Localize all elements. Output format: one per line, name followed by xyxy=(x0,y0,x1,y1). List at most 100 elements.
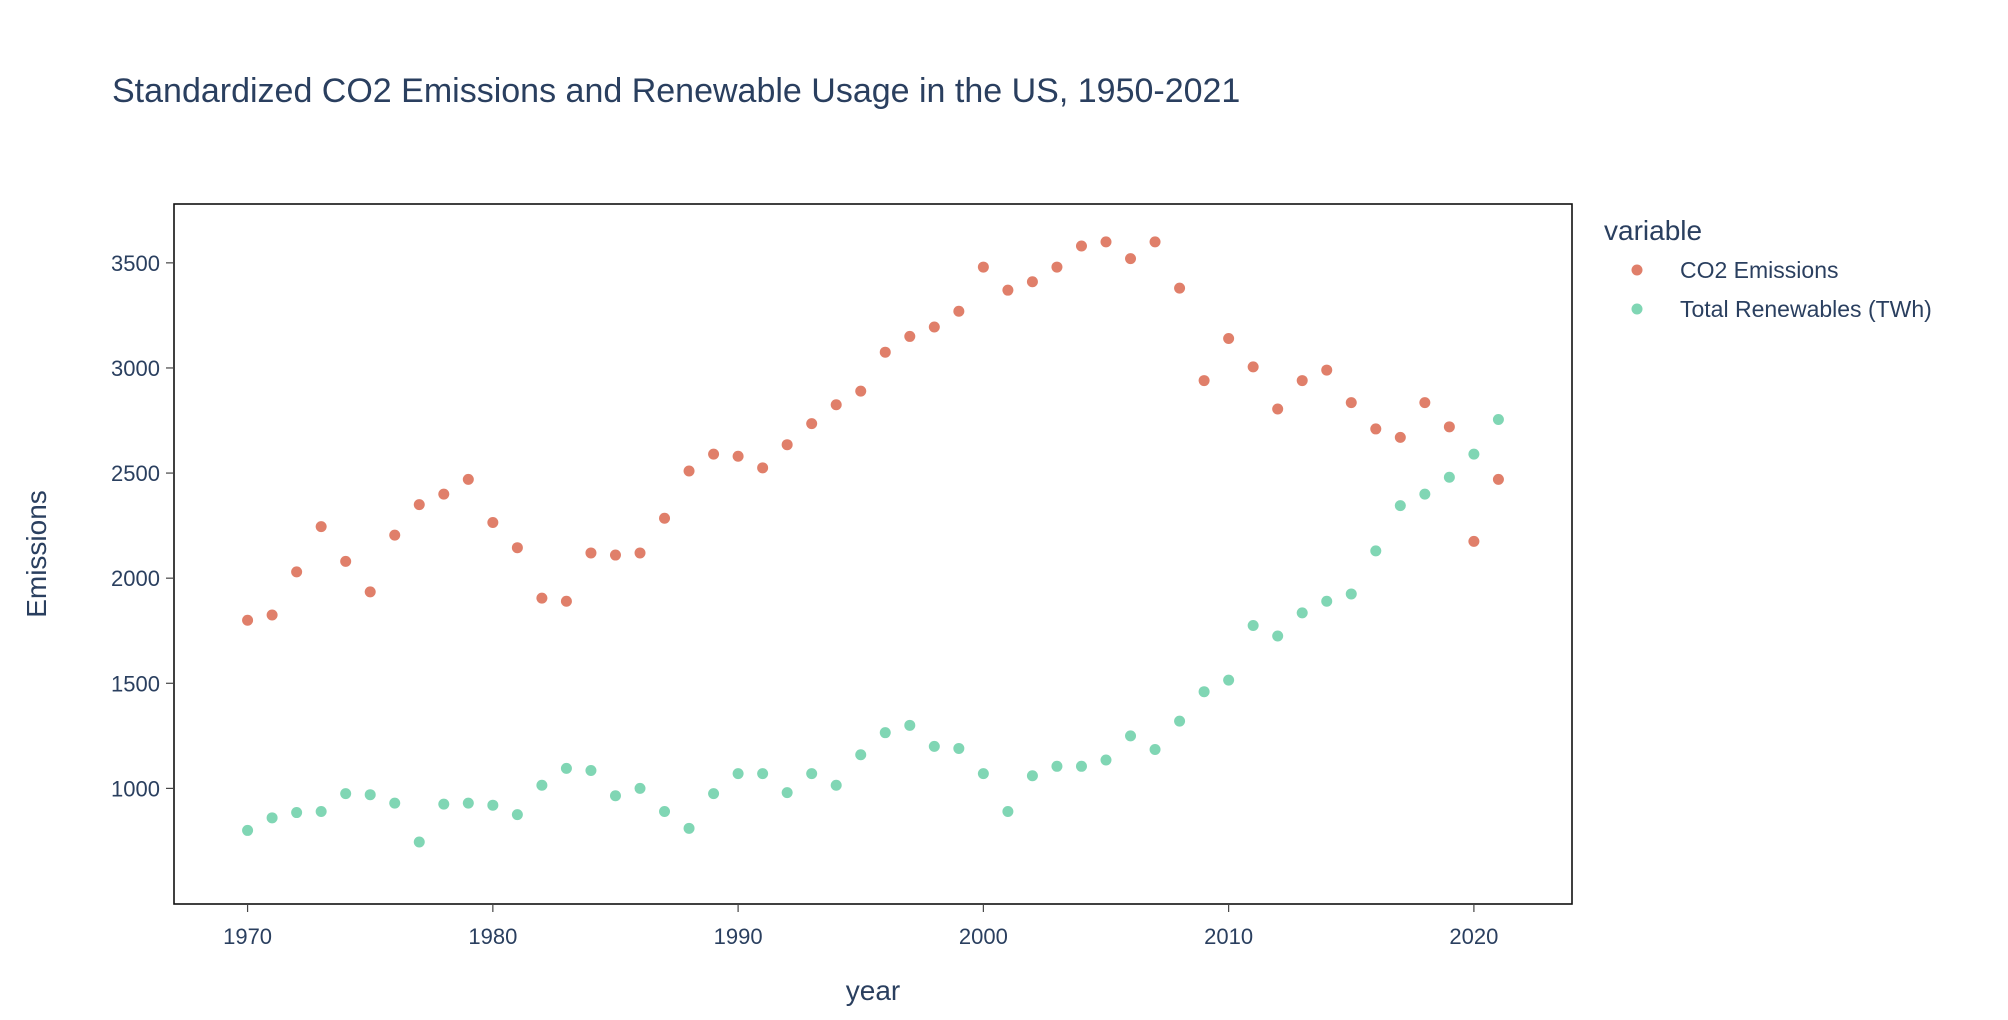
data-point[interactable] xyxy=(291,566,303,578)
data-point[interactable] xyxy=(732,450,744,462)
data-point[interactable] xyxy=(1419,488,1431,500)
data-point[interactable] xyxy=(1419,397,1431,409)
data-point[interactable] xyxy=(904,330,916,342)
data-point[interactable] xyxy=(953,305,965,317)
data-point[interactable] xyxy=(1100,754,1112,766)
data-point[interactable] xyxy=(1174,715,1186,727)
data-point[interactable] xyxy=(511,542,523,554)
data-point[interactable] xyxy=(242,824,254,836)
data-point[interactable] xyxy=(585,547,597,559)
data-point[interactable] xyxy=(806,768,818,780)
data-point[interactable] xyxy=(855,385,867,397)
data-point[interactable] xyxy=(340,555,352,567)
data-point[interactable] xyxy=(1125,730,1137,742)
data-point[interactable] xyxy=(315,521,327,533)
data-point[interactable] xyxy=(977,768,989,780)
data-point[interactable] xyxy=(1321,595,1333,607)
data-point[interactable] xyxy=(1075,240,1087,252)
data-point[interactable] xyxy=(659,512,671,524)
data-point[interactable] xyxy=(413,499,425,511)
legend-item[interactable]: CO2 Emissions xyxy=(1631,257,1839,283)
data-point[interactable] xyxy=(1198,375,1210,387)
data-point[interactable] xyxy=(536,592,548,604)
data-point[interactable] xyxy=(1321,364,1333,376)
data-point[interactable] xyxy=(1370,423,1382,435)
data-point[interactable] xyxy=(928,740,940,752)
data-point[interactable] xyxy=(1198,686,1210,698)
data-point[interactable] xyxy=(1394,500,1406,512)
data-point[interactable] xyxy=(781,787,793,799)
data-point[interactable] xyxy=(1002,284,1014,296)
data-point[interactable] xyxy=(634,547,646,559)
data-point[interactable] xyxy=(659,806,671,818)
data-point[interactable] xyxy=(683,822,695,834)
data-point[interactable] xyxy=(1468,535,1480,547)
data-point[interactable] xyxy=(683,465,695,477)
data-point[interactable] xyxy=(1345,588,1357,600)
data-point[interactable] xyxy=(1247,619,1259,631)
legend-item[interactable]: Total Renewables (TWh) xyxy=(1631,296,1932,322)
data-point[interactable] xyxy=(904,719,916,731)
data-point[interactable] xyxy=(462,797,474,809)
data-point[interactable] xyxy=(1026,770,1038,782)
data-point[interactable] xyxy=(1051,760,1063,772)
data-point[interactable] xyxy=(1492,413,1504,425)
data-point[interactable] xyxy=(438,798,450,810)
data-point[interactable] xyxy=(1296,607,1308,619)
data-point[interactable] xyxy=(560,762,572,774)
data-point[interactable] xyxy=(291,807,303,819)
data-point[interactable] xyxy=(585,765,597,777)
data-point[interactable] xyxy=(536,779,548,791)
data-point[interactable] xyxy=(438,488,450,500)
data-point[interactable] xyxy=(462,473,474,485)
data-point[interactable] xyxy=(806,418,818,430)
data-point[interactable] xyxy=(609,549,621,561)
data-point[interactable] xyxy=(1394,431,1406,443)
data-point[interactable] xyxy=(315,806,327,818)
data-point[interactable] xyxy=(732,768,744,780)
data-point[interactable] xyxy=(757,462,769,474)
data-point[interactable] xyxy=(266,812,278,824)
data-point[interactable] xyxy=(266,609,278,621)
data-point[interactable] xyxy=(1223,333,1235,345)
data-point[interactable] xyxy=(560,595,572,607)
data-point[interactable] xyxy=(389,797,401,809)
data-point[interactable] xyxy=(1468,448,1480,460)
data-point[interactable] xyxy=(609,790,621,802)
data-point[interactable] xyxy=(1370,545,1382,557)
data-point[interactable] xyxy=(928,321,940,333)
data-point[interactable] xyxy=(340,788,352,800)
data-point[interactable] xyxy=(1296,375,1308,387)
data-point[interactable] xyxy=(708,448,720,460)
data-point[interactable] xyxy=(1247,361,1259,373)
data-point[interactable] xyxy=(879,727,891,739)
data-point[interactable] xyxy=(364,586,376,598)
data-point[interactable] xyxy=(879,346,891,358)
data-point[interactable] xyxy=(1125,253,1137,265)
data-point[interactable] xyxy=(487,799,499,811)
data-point[interactable] xyxy=(1492,473,1504,485)
data-point[interactable] xyxy=(1174,282,1186,294)
legend[interactable]: variable CO2 Emissions Total Renewables (… xyxy=(1604,215,1932,322)
data-point[interactable] xyxy=(242,614,254,626)
data-point[interactable] xyxy=(1075,760,1087,772)
data-point[interactable] xyxy=(1272,630,1284,642)
data-point[interactable] xyxy=(1002,806,1014,818)
data-point[interactable] xyxy=(1272,403,1284,415)
data-point[interactable] xyxy=(1026,276,1038,288)
data-point[interactable] xyxy=(855,749,867,761)
data-point[interactable] xyxy=(1443,471,1455,483)
data-point[interactable] xyxy=(487,516,499,528)
data-point[interactable] xyxy=(1345,397,1357,409)
data-point[interactable] xyxy=(977,261,989,273)
data-point[interactable] xyxy=(1051,261,1063,273)
data-point[interactable] xyxy=(757,768,769,780)
data-point[interactable] xyxy=(781,439,793,451)
data-point[interactable] xyxy=(1100,236,1112,248)
data-point[interactable] xyxy=(708,788,720,800)
data-point[interactable] xyxy=(1443,421,1455,433)
data-point[interactable] xyxy=(511,809,523,821)
data-point[interactable] xyxy=(1149,236,1161,248)
data-point[interactable] xyxy=(364,789,376,801)
data-point[interactable] xyxy=(389,529,401,541)
